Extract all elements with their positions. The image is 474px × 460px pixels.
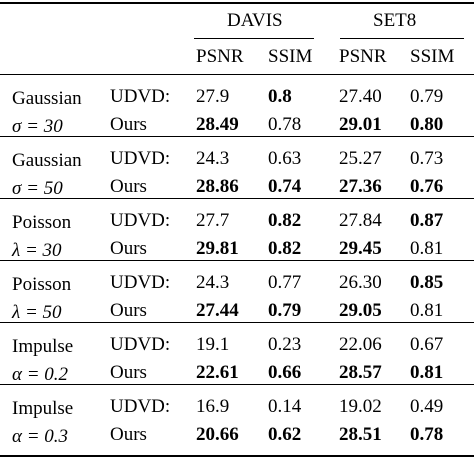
table-cell: 0.79: [268, 300, 302, 321]
table-cell: 16.9: [196, 396, 230, 417]
metric-header-davis-psnr: PSNR: [196, 46, 244, 67]
table-cell: 0.79: [410, 86, 444, 107]
table-cell: 0.78: [268, 114, 302, 135]
table-cell: 0.81: [410, 238, 444, 259]
method-label: UDVD:: [110, 272, 171, 293]
noise-parameter-label: α = 0.2: [12, 364, 69, 385]
table-cell: 0.81: [410, 362, 444, 383]
table-cell: 26.30: [339, 272, 382, 293]
table-cell: 27.44: [196, 300, 239, 321]
table-cell: 0.82: [268, 238, 302, 259]
table-cell: 0.8: [268, 86, 292, 107]
table-cell: 29.05: [339, 300, 382, 321]
table-cell: 0.66: [268, 362, 302, 383]
method-label: UDVD:: [110, 334, 171, 355]
table-cell: 29.01: [339, 114, 382, 135]
table-cell: 27.7: [196, 210, 230, 231]
method-label: Ours: [110, 176, 147, 197]
table-cell: 0.23: [268, 334, 302, 355]
table-cell: 19.02: [339, 396, 382, 417]
table-cell: 28.49: [196, 114, 239, 135]
table-cell: 25.27: [339, 148, 382, 169]
noise-type-label: Poisson: [12, 274, 72, 295]
metric-header-set8-ssim: SSIM: [410, 46, 455, 67]
noise-type-label: Gaussian: [12, 88, 82, 109]
table-cell: 0.74: [268, 176, 302, 197]
table-cell: 20.66: [196, 424, 239, 445]
table-cell: 27.40: [339, 86, 382, 107]
noise-parameter-label: σ = 30: [12, 116, 63, 137]
group-header-set8: SET8: [373, 10, 417, 31]
table-cell: 27.9: [196, 86, 230, 107]
table-cell: 0.80: [410, 114, 444, 135]
table-cell: 24.3: [196, 272, 230, 293]
table-cell: 0.87: [410, 210, 444, 231]
table-cell: 22.06: [339, 334, 382, 355]
table-cell: 28.86: [196, 176, 239, 197]
table-cell: 0.78: [410, 424, 444, 445]
table-cell: 27.36: [339, 176, 382, 197]
table-cell: 0.63: [268, 148, 302, 169]
bottom-rule: [0, 455, 474, 457]
table-cell: 19.1: [196, 334, 230, 355]
top-rule: [0, 2, 474, 4]
method-label: Ours: [110, 300, 147, 321]
method-label: Ours: [110, 114, 147, 135]
method-label: UDVD:: [110, 148, 171, 169]
method-label: Ours: [110, 424, 147, 445]
table-cell: 29.81: [196, 238, 239, 259]
table-cell: 0.76: [410, 176, 444, 197]
table-cell: 0.14: [268, 396, 302, 417]
table-cell: 0.77: [268, 272, 302, 293]
table-cell: 0.67: [410, 334, 444, 355]
noise-type-label: Impulse: [12, 398, 74, 419]
table-cell: 24.3: [196, 148, 230, 169]
method-label: UDVD:: [110, 86, 171, 107]
table-cell: 29.45: [339, 238, 382, 259]
row-separator: [0, 198, 474, 199]
method-label: Ours: [110, 362, 147, 383]
method-label: UDVD:: [110, 210, 171, 231]
noise-type-label: Poisson: [12, 212, 72, 233]
row-separator: [0, 322, 474, 323]
table-cell: 28.57: [339, 362, 382, 383]
row-separator: [0, 384, 474, 385]
set8-group-underline: [340, 38, 464, 39]
noise-type-label: Gaussian: [12, 150, 82, 171]
noise-parameter-label: λ = 30: [12, 240, 62, 261]
noise-type-label: Impulse: [12, 336, 74, 357]
table-cell: 27.84: [339, 210, 382, 231]
table-cell: 28.51: [339, 424, 382, 445]
header-rule: [0, 74, 474, 75]
table-cell: 22.61: [196, 362, 239, 383]
noise-parameter-label: α = 0.3: [12, 426, 69, 447]
method-label: Ours: [110, 238, 147, 259]
row-separator: [0, 260, 474, 261]
metric-header-davis-ssim: SSIM: [268, 46, 313, 67]
davis-group-underline: [194, 38, 314, 39]
table-cell: 0.62: [268, 424, 302, 445]
table-cell: 0.85: [410, 272, 444, 293]
table-cell: 0.82: [268, 210, 302, 231]
noise-parameter-label: λ = 50: [12, 302, 62, 323]
row-separator: [0, 136, 474, 137]
metric-header-set8-psnr: PSNR: [339, 46, 387, 67]
table-cell: 0.81: [410, 300, 444, 321]
group-header-davis: DAVIS: [227, 10, 283, 31]
table-cell: 0.49: [410, 396, 444, 417]
table-cell: 0.73: [410, 148, 444, 169]
method-label: UDVD:: [110, 396, 171, 417]
noise-parameter-label: σ = 50: [12, 178, 63, 199]
